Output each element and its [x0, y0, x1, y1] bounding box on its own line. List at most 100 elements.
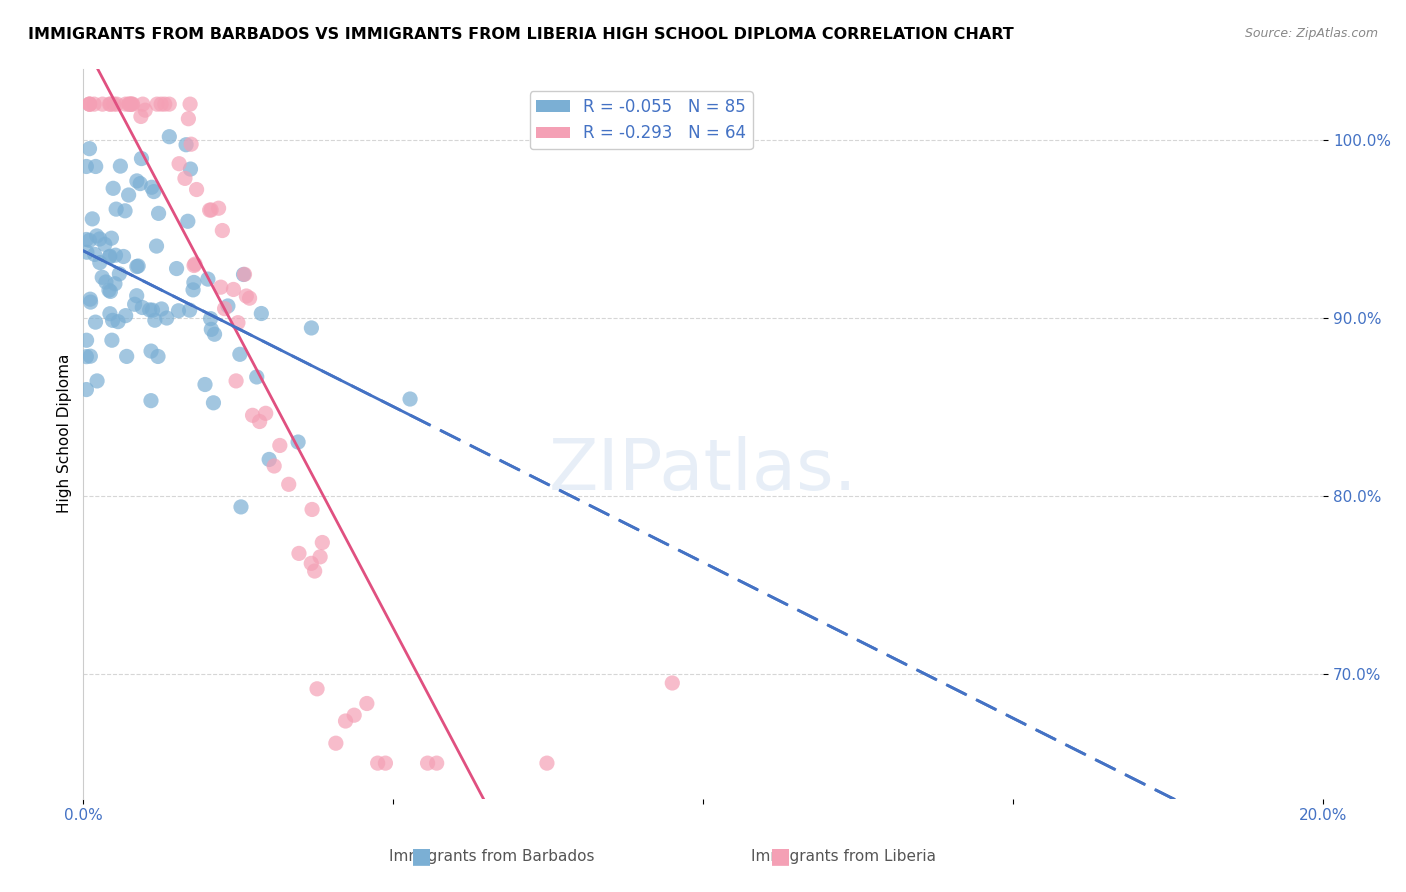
Point [146, 97, 169, 112]
Point [94, 237, 117, 252]
Point [200, 322, 222, 336]
Point [180, 137, 202, 152]
Point [426, 756, 449, 771]
Point [179, 303, 201, 318]
Point [157, 129, 180, 144]
Point [104, 248, 127, 262]
Point [75, 350, 97, 364]
Point [166, 261, 188, 276]
Point [75, 232, 97, 246]
Point [179, 162, 201, 177]
Point [79, 97, 101, 112]
Point [309, 549, 332, 564]
Point [157, 97, 180, 112]
Point [76, 245, 98, 260]
Point [79, 349, 101, 363]
Point [98, 97, 121, 112]
Point [367, 756, 389, 771]
Point [131, 152, 153, 166]
Point [83, 97, 105, 112]
Point [150, 97, 173, 112]
Point [374, 756, 396, 771]
Point [84, 315, 107, 329]
Point [277, 477, 299, 491]
Point [143, 313, 166, 327]
Point [105, 97, 128, 112]
Point [200, 311, 222, 326]
Text: Immigrants from Barbados: Immigrants from Barbados [389, 849, 595, 863]
Point [103, 97, 125, 112]
Point [101, 333, 124, 347]
Text: ■: ■ [770, 847, 790, 866]
Point [76, 333, 98, 347]
Point [120, 97, 142, 112]
Point [214, 301, 236, 316]
Point [186, 182, 208, 196]
Point [141, 303, 163, 318]
Point [174, 171, 197, 186]
Point [661, 676, 683, 690]
Point [108, 267, 131, 281]
Point [198, 203, 221, 218]
Point [79, 97, 101, 112]
Point [98, 250, 121, 264]
Point [125, 289, 148, 303]
Point [121, 97, 143, 112]
Point [105, 202, 128, 216]
Text: IMMIGRANTS FROM BARBADOS VS IMMIGRANTS FROM LIBERIA HIGH SCHOOL DIPLOMA CORRELAT: IMMIGRANTS FROM BARBADOS VS IMMIGRANTS F… [28, 27, 1014, 42]
Point [141, 180, 163, 194]
Point [146, 350, 169, 364]
Point [184, 257, 207, 271]
Point [125, 260, 148, 274]
Point [84, 160, 107, 174]
Point [263, 458, 285, 473]
Point [202, 396, 225, 410]
Point [114, 97, 136, 112]
Point [301, 502, 323, 516]
Point [242, 409, 264, 423]
Point [194, 377, 217, 392]
Text: ZIPatlas.: ZIPatlas. [548, 435, 858, 505]
Point [79, 142, 101, 156]
Point [110, 159, 132, 173]
Point [150, 301, 173, 316]
Point [153, 97, 176, 112]
Point [183, 259, 205, 273]
Point [246, 370, 269, 384]
Point [91, 97, 114, 112]
Point [225, 374, 247, 388]
Point [177, 214, 200, 228]
Point [89, 232, 111, 246]
Point [75, 160, 97, 174]
Point [416, 756, 439, 771]
Point [100, 231, 122, 245]
Point [138, 302, 160, 317]
Point [311, 535, 333, 549]
Point [183, 276, 205, 290]
Point [98, 307, 121, 321]
Point [131, 301, 153, 315]
Point [304, 564, 326, 578]
Point [177, 112, 200, 126]
Point [101, 181, 124, 195]
Point [399, 392, 422, 406]
Point [75, 383, 97, 397]
Point [112, 250, 135, 264]
Point [86, 228, 108, 243]
Point [129, 177, 152, 191]
Point [134, 103, 156, 118]
Point [98, 249, 121, 263]
Text: Immigrants from Liberia: Immigrants from Liberia [751, 849, 936, 863]
Point [114, 203, 136, 218]
Point [115, 350, 138, 364]
Point [91, 270, 114, 285]
Point [167, 157, 190, 171]
Point [156, 311, 179, 326]
Point [117, 188, 139, 202]
Point [94, 275, 117, 289]
Point [100, 97, 122, 112]
Point [127, 259, 149, 273]
Point [257, 452, 280, 467]
Point [98, 283, 121, 297]
Point [287, 435, 309, 450]
